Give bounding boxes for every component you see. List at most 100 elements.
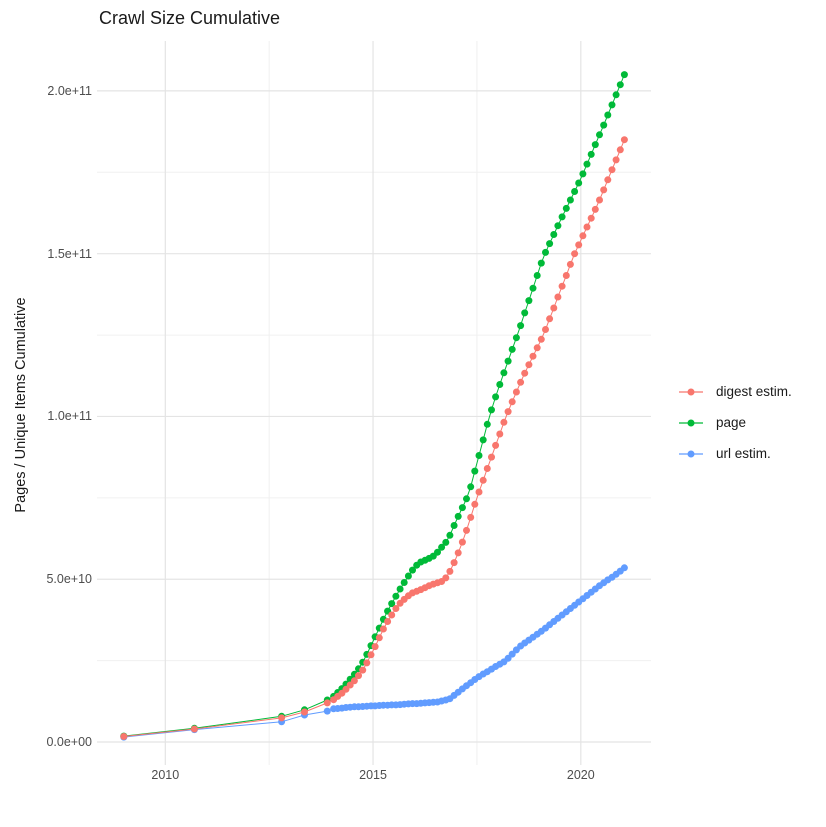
data-point-digest-estim [458, 538, 466, 546]
data-point-digest-estim [350, 677, 358, 685]
data-point-page [546, 240, 554, 248]
data-point-page [467, 483, 475, 491]
data-point-digest-estim [517, 378, 525, 386]
data-point-page [529, 284, 537, 292]
legend-item-digest-estim: digest estim. [678, 376, 792, 407]
data-point-digest-estim [479, 476, 487, 484]
data-point-page [396, 585, 404, 593]
data-point-digest-estim [620, 136, 628, 144]
data-point-page [488, 406, 495, 414]
data-point-digest-estim [323, 699, 331, 707]
data-point-digest-estim [500, 418, 508, 426]
legend-key-icon [679, 450, 703, 457]
data-point-digest-estim [492, 441, 500, 449]
data-point-page [392, 592, 400, 600]
data-point-page [587, 150, 595, 158]
data-point-digest-estim [467, 513, 475, 521]
data-point-digest-estim [575, 241, 583, 249]
data-point-digest-estim [554, 293, 562, 301]
series-line-page [123, 74, 625, 737]
data-point-digest-estim [367, 651, 375, 659]
legend-key-dot [687, 419, 695, 426]
data-point-digest-estim [533, 344, 541, 352]
data-point-page [562, 204, 570, 212]
data-point-digest-estim [508, 398, 516, 406]
data-point-url-estim [323, 707, 331, 715]
data-point-page [554, 222, 562, 230]
data-point-digest-estim [525, 361, 533, 369]
data-point-page [537, 259, 545, 267]
data-point-page [542, 248, 549, 256]
data-point-digest-estim [392, 605, 400, 612]
legend-key-dot [687, 388, 695, 395]
legend-key-icon [679, 388, 703, 395]
data-point-page [612, 91, 620, 99]
data-point-digest-estim [571, 250, 579, 258]
data-point-page [575, 179, 583, 187]
data-point-page [458, 504, 466, 512]
data-point-page [508, 345, 516, 353]
y-tick-label: 0.0e+00 [46, 735, 92, 749]
data-point-page [512, 334, 520, 342]
data-point-digest-estim [566, 260, 574, 268]
x-tick-label: 2010 [151, 768, 180, 782]
data-point-page [600, 121, 608, 129]
data-point-digest-estim [471, 500, 479, 508]
data-point-digest-estim [120, 733, 128, 740]
series-digest-estim [120, 136, 628, 740]
x-tick-label: 2020 [566, 768, 595, 782]
data-point-digest-estim [596, 196, 603, 204]
y-tick-label: 1.5e+11 [47, 246, 92, 261]
y-tick-label: 5.0e+10 [46, 572, 92, 587]
data-point-digest-estim [355, 672, 362, 680]
data-point-page [525, 297, 533, 305]
legend-label: page [716, 415, 747, 430]
data-point-page [471, 467, 479, 475]
data-point-digest-estim [384, 618, 392, 625]
data-point-digest-estim [591, 205, 599, 213]
data-point-page [604, 111, 612, 119]
data-point-digest-estim [512, 388, 520, 396]
legend-label: digest estim. [716, 384, 792, 399]
data-point-page [404, 572, 412, 580]
data-point-digest-estim [529, 352, 537, 360]
data-point-digest-estim [363, 659, 371, 667]
series-line-url-estim [123, 567, 625, 738]
data-point-page [450, 522, 458, 529]
data-point-digest-estim [342, 685, 350, 693]
data-point-digest-estim [546, 315, 554, 323]
data-point-digest-estim [301, 708, 308, 716]
data-point-digest-estim [463, 526, 470, 534]
data-point-digest-estim [442, 574, 450, 582]
data-point-digest-estim [612, 156, 620, 164]
legend-key-dot [687, 450, 695, 457]
data-point-digest-estim [542, 326, 549, 333]
data-point-page [434, 548, 441, 556]
data-point-page [616, 81, 624, 89]
data-point-page [409, 566, 416, 574]
grid-major [97, 41, 651, 765]
data-point-digest-estim [504, 408, 512, 416]
data-point-digest-estim [604, 176, 612, 184]
data-point-digest-estim [388, 611, 396, 619]
data-point-page [591, 141, 599, 149]
y-axis-title: Pages / Unique Items Cumulative [13, 297, 29, 513]
data-point-page [492, 393, 500, 401]
data-point-page [533, 272, 541, 279]
data-point-digest-estim [488, 453, 495, 461]
data-point-digest-estim [496, 430, 504, 438]
data-point-digest-estim [190, 725, 198, 733]
legend: digest estim. page url estim. [678, 376, 792, 469]
data-point-digest-estim [600, 186, 608, 194]
data-point-digest-estim [558, 282, 566, 290]
data-point-page [454, 512, 462, 520]
chart-title: Crawl Size Cumulative [99, 8, 281, 28]
data-point-digest-estim [379, 625, 387, 633]
legend-item-url-estim: url estim. [678, 438, 792, 469]
data-point-page [571, 188, 579, 195]
data-point-page [620, 71, 628, 79]
data-point-page [483, 420, 491, 428]
series-page [120, 71, 628, 740]
data-point-digest-estim [537, 335, 545, 343]
